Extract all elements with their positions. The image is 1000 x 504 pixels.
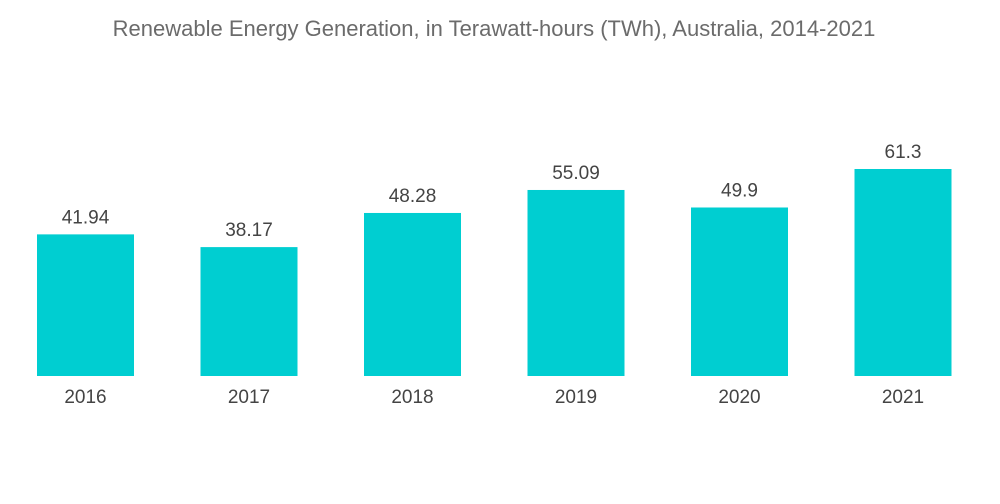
bar-2019 <box>527 189 625 376</box>
data-label-2018: 48.28 <box>389 186 437 207</box>
data-label-2021: 61.3 <box>885 142 922 163</box>
bar-2016 <box>37 234 134 376</box>
data-label-2019: 55.09 <box>552 163 600 184</box>
bar-2020 <box>691 207 788 376</box>
data-label-2016: 41.94 <box>62 207 110 228</box>
x-tick-label-2020: 2020 <box>718 387 760 408</box>
x-tick-label-2018: 2018 <box>391 387 433 408</box>
x-tick-label-2016: 2016 <box>64 387 106 408</box>
bar-2021 <box>854 169 952 376</box>
bar-2018 <box>364 212 461 376</box>
chart-title: Renewable Energy Generation, in Terawatt… <box>112 16 876 41</box>
x-tick-label-2019: 2019 <box>555 387 597 408</box>
x-tick-label-2021: 2021 <box>882 387 924 408</box>
x-tick-label-2017: 2017 <box>228 387 270 408</box>
data-label-2017: 38.17 <box>225 220 273 241</box>
data-label-2020: 49.9 <box>721 180 758 201</box>
bar-2017 <box>200 247 298 376</box>
